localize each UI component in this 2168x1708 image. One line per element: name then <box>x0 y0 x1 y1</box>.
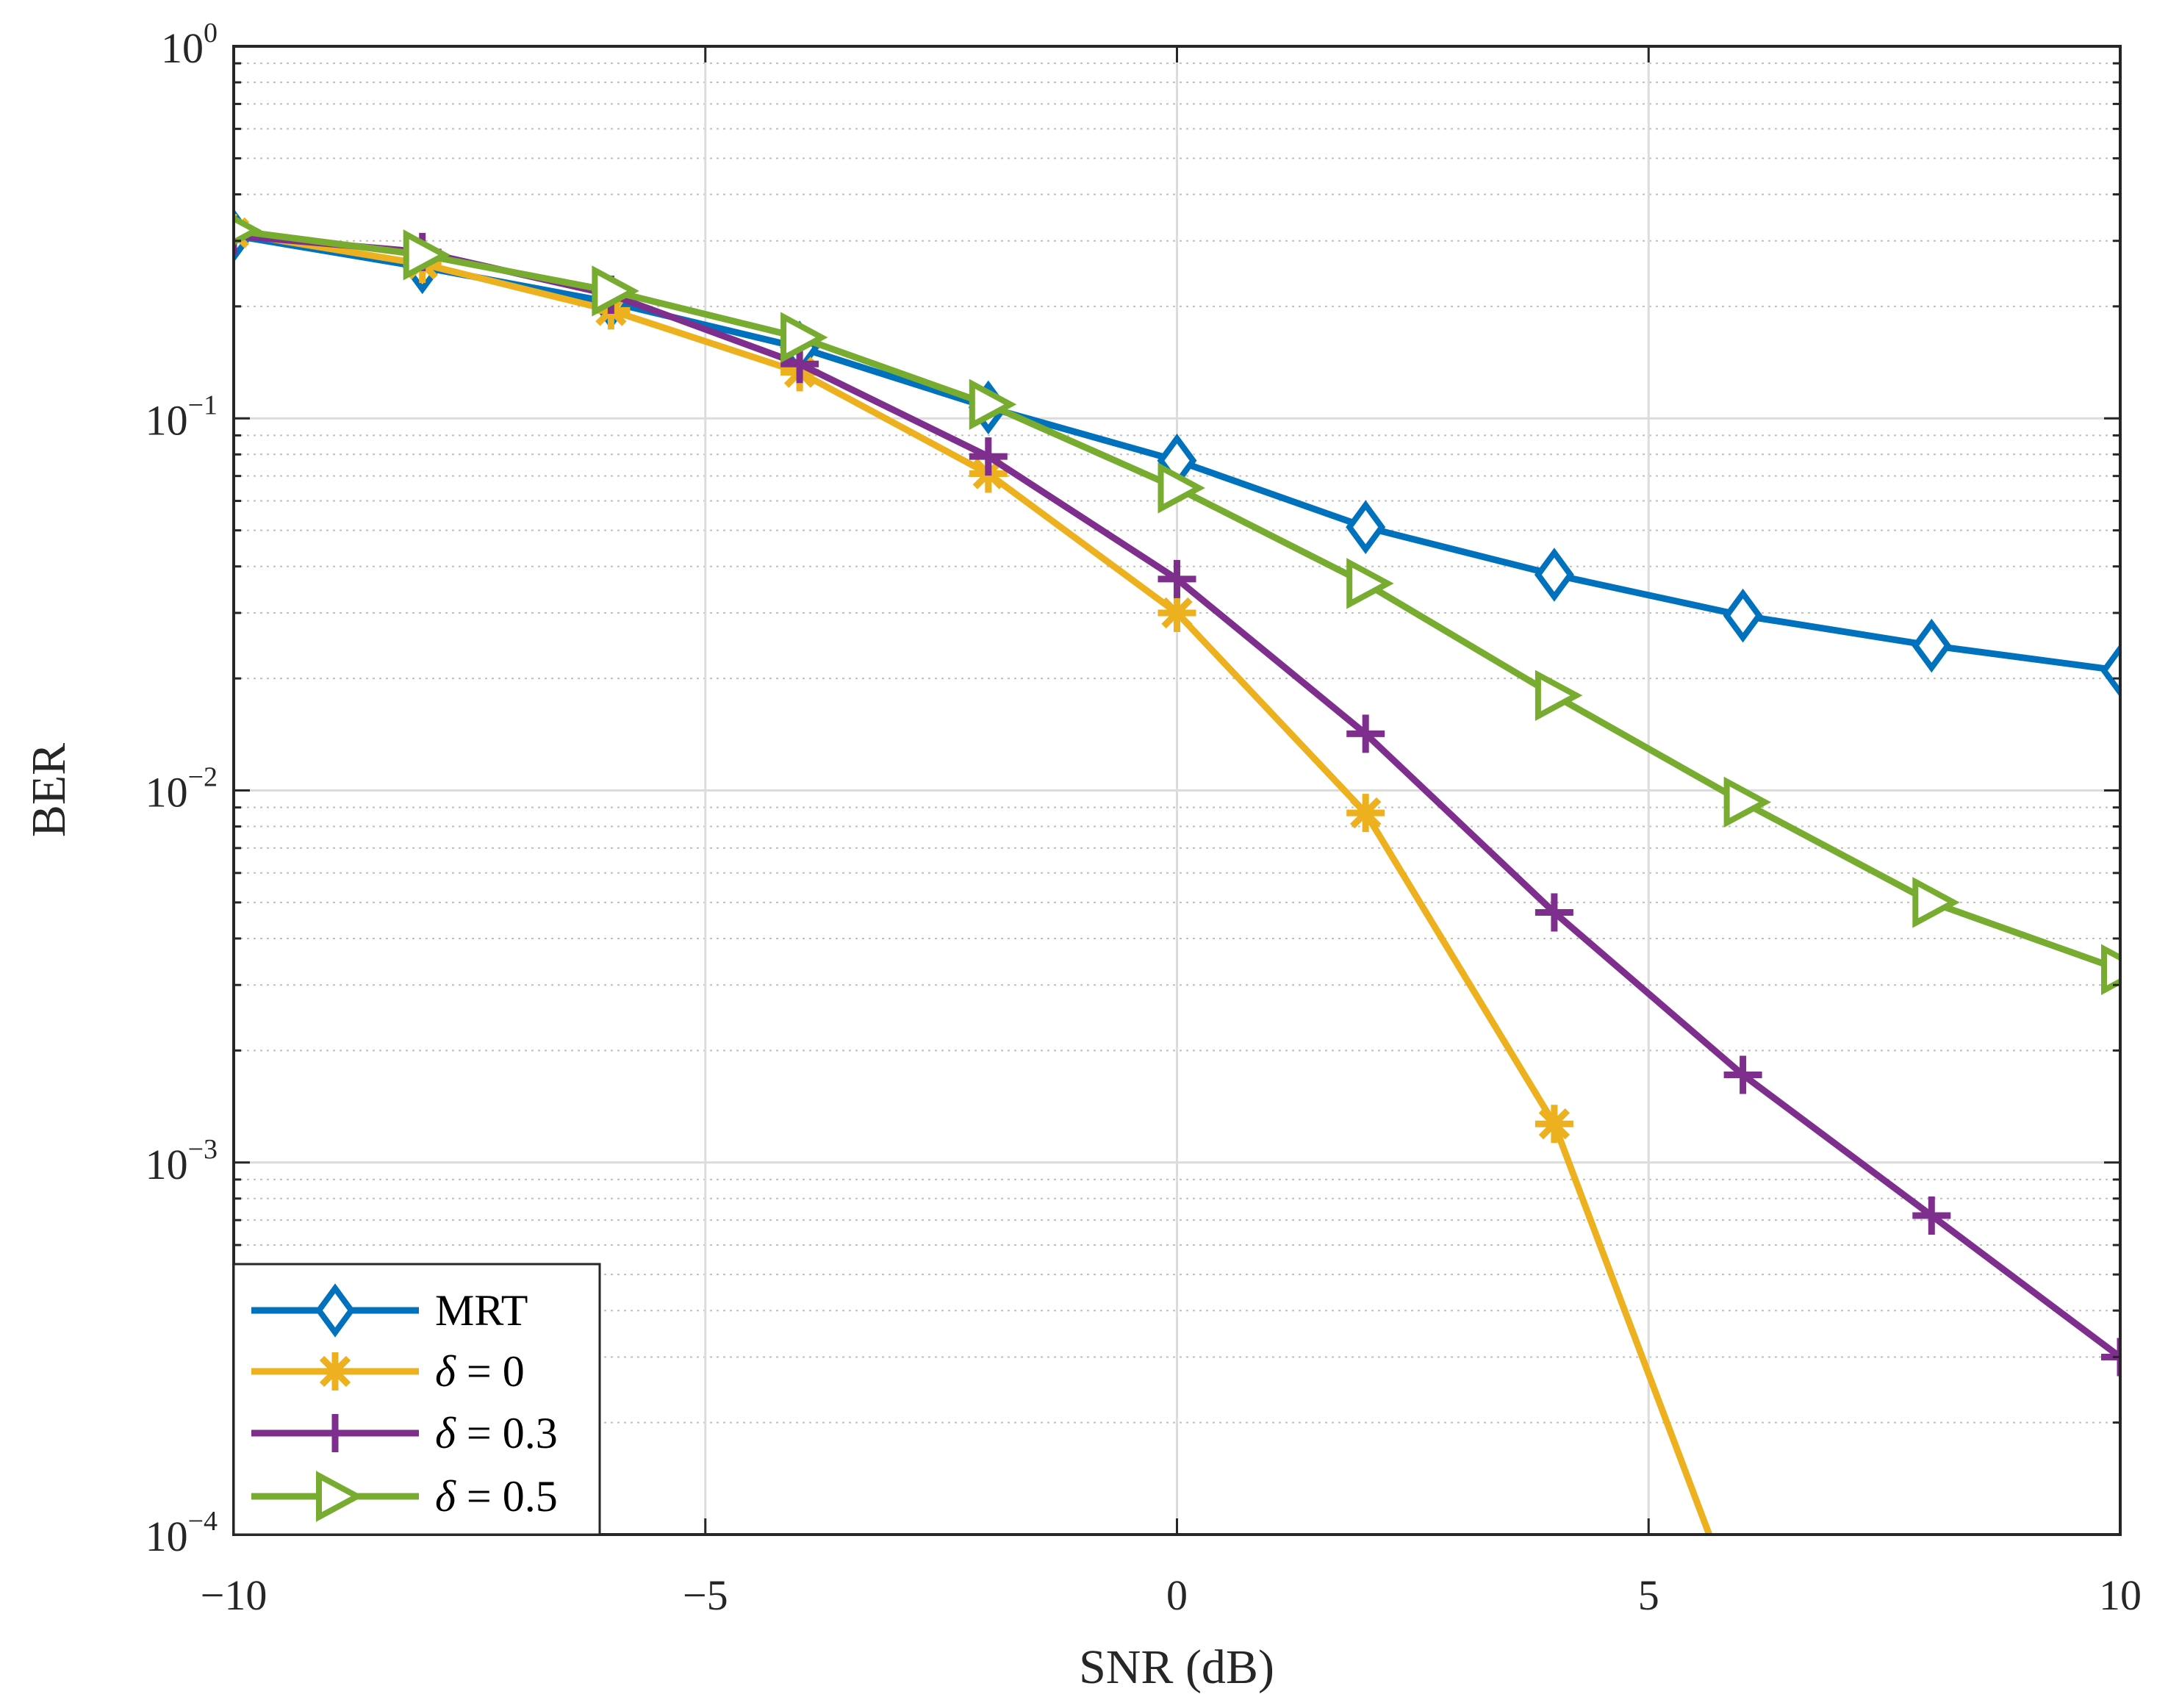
data-point <box>1912 618 1952 673</box>
data-point <box>592 265 639 317</box>
legend-item: δ = 0.5 <box>251 1471 558 1522</box>
legend-item: MRT <box>251 1283 528 1338</box>
y-tick-label: 10−2 <box>146 762 218 817</box>
data-point <box>1535 670 1583 721</box>
data-point <box>1723 1055 1762 1094</box>
x-axis-label: SNR (dB) <box>1079 1640 1274 1694</box>
legend: MRT δ = 0 δ = 0.3 δ = 0.5 <box>232 1263 601 1536</box>
legend-label: δ = 0.5 <box>435 1472 558 1521</box>
tick-labels: 100 10−1 10−2 10−3 10−4 −10 −5 0 5 10 <box>146 18 2142 1619</box>
x-tick-label: 10 <box>2099 1571 2142 1619</box>
data-point <box>1723 588 1763 643</box>
data-point <box>1346 558 1394 609</box>
y-axis-label: BER <box>22 743 76 837</box>
series-δ = 0.5 <box>234 215 2120 995</box>
legend-label: δ = 0 <box>435 1347 525 1396</box>
data-point <box>1346 794 1385 833</box>
data-point <box>316 1471 364 1522</box>
data-point <box>1157 462 1205 514</box>
x-tick-label: 5 <box>1638 1571 1659 1619</box>
data-point <box>1157 559 1196 598</box>
legend-label: MRT <box>435 1286 528 1335</box>
legend-label: δ = 0.3 <box>435 1409 558 1457</box>
data-point <box>2101 944 2120 995</box>
data-point <box>1723 776 1772 828</box>
series-group <box>234 208 2120 1535</box>
x-tick-label: −10 <box>201 1571 268 1619</box>
data-point <box>403 229 451 281</box>
ticks <box>232 45 2122 1536</box>
data-point <box>969 437 1008 476</box>
legend-item: δ = 0.3 <box>251 1409 558 1457</box>
data-point <box>1912 877 1960 928</box>
data-point <box>1535 893 1573 932</box>
data-point <box>1534 548 1574 602</box>
data-point <box>2100 643 2120 698</box>
data-point <box>316 1352 354 1391</box>
x-tick-label: −5 <box>683 1571 728 1619</box>
legend-item: δ = 0 <box>251 1347 525 1396</box>
data-point <box>969 378 1017 430</box>
data-point <box>780 312 828 363</box>
x-tick-label: 0 <box>1166 1571 1188 1619</box>
y-tick-label: 10−3 <box>146 1134 218 1188</box>
data-point <box>1157 593 1196 632</box>
data-point <box>1912 1196 1951 1235</box>
y-tick-label: 10−1 <box>146 390 218 444</box>
y-tick-label: 10−4 <box>146 1506 218 1560</box>
data-point <box>2101 1338 2120 1377</box>
data-point <box>1346 500 1386 555</box>
data-point <box>1346 714 1385 753</box>
y-tick-label: 100 <box>161 18 218 72</box>
data-point <box>315 1283 355 1338</box>
data-point <box>1535 1105 1573 1144</box>
data-point <box>316 1414 354 1452</box>
